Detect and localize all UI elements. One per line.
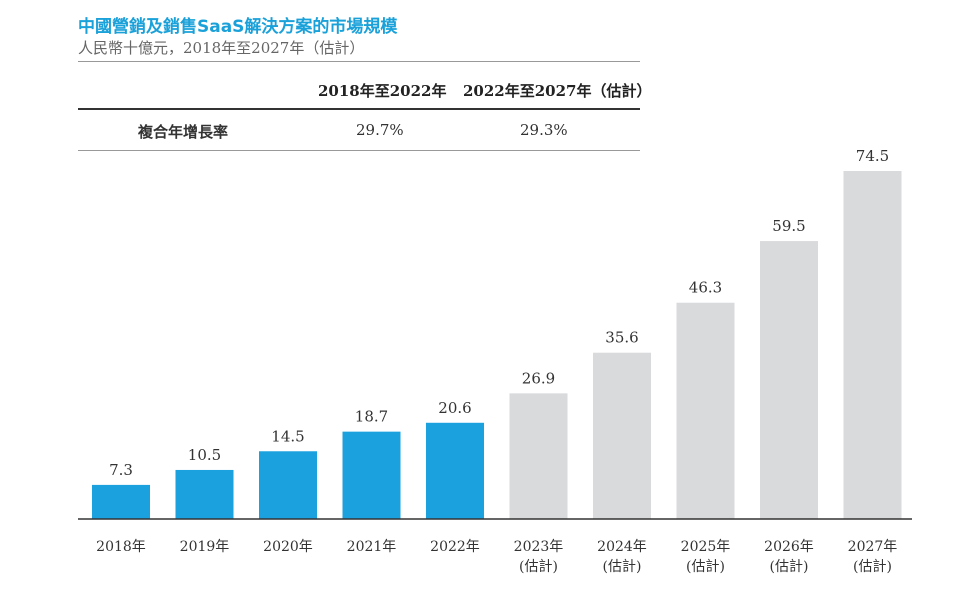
data-label: 59.5 <box>772 217 805 235</box>
data-label: 46.3 <box>689 279 722 297</box>
table-top-rule <box>78 61 640 62</box>
x-tick-label: 2027年 <box>848 539 898 555</box>
x-tick-label: 2026年 <box>764 539 814 555</box>
data-label: 10.5 <box>188 446 221 464</box>
x-tick-label: (估計) <box>770 559 809 575</box>
table-header-rule <box>78 108 640 110</box>
bar <box>843 171 902 519</box>
bar <box>509 393 568 519</box>
chart-title: 中國營銷及銷售SaaS解決方案的市場規模 <box>78 17 398 37</box>
data-label: 18.7 <box>355 408 388 426</box>
cagr-value-1: 29.7% <box>356 121 404 139</box>
x-tick-label: 2022年 <box>430 539 480 555</box>
x-tick-label: (估計) <box>686 559 725 575</box>
cagr-row-label: 複合年增長率 <box>138 123 229 141</box>
data-label: 7.3 <box>109 461 133 479</box>
x-tick-label: 2025年 <box>681 539 731 555</box>
cagr-header-1: 2018年至2022年 <box>318 82 447 100</box>
x-tick-label: 2023年 <box>514 539 564 555</box>
chart-subtitle: 人民幣十億元，2018年至2027年（估計） <box>78 39 365 57</box>
x-tick-label: (估計) <box>853 559 892 575</box>
bar <box>593 352 651 519</box>
bar <box>676 302 735 519</box>
x-tick-label: 2021年 <box>347 539 397 555</box>
table-bottom-rule <box>78 150 640 151</box>
bar <box>760 241 818 519</box>
cagr-header-2: 2022年至2027年（估計） <box>463 82 652 100</box>
x-tick-label: (估計) <box>603 559 642 575</box>
bar <box>259 451 317 519</box>
data-label: 35.6 <box>605 329 638 347</box>
cagr-value-2: 29.3% <box>520 121 568 139</box>
x-tick-label: (估計) <box>519 559 558 575</box>
data-label: 26.9 <box>522 369 555 387</box>
bar <box>92 484 150 519</box>
x-tick-label: 2018年 <box>96 539 146 555</box>
x-tick-label: 2024年 <box>597 539 647 555</box>
data-label: 74.5 <box>856 147 889 165</box>
bar <box>342 431 401 519</box>
data-label: 14.5 <box>271 427 304 445</box>
x-tick-label: 2020年 <box>263 539 313 555</box>
x-tick-label: 2019年 <box>180 539 230 555</box>
bar <box>175 469 234 519</box>
bar <box>426 422 484 519</box>
data-label: 20.6 <box>438 399 471 417</box>
